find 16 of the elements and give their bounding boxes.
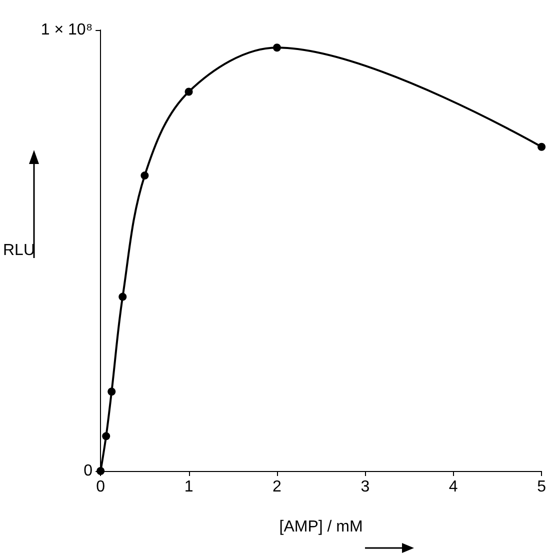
x-tick-label: 0 — [96, 478, 106, 496]
x-tick-label: 4 — [448, 478, 458, 496]
y-tick-label: 1 × 10⁸ — [40, 22, 93, 38]
x-axis-title: [AMP] / mM — [279, 518, 363, 536]
point — [538, 142, 546, 151]
point — [108, 388, 116, 396]
point — [184, 88, 193, 96]
y-axis-title: RLU — [2, 242, 36, 259]
x-tick-label: 3 — [360, 478, 370, 496]
x-tick-label: 5 — [537, 478, 546, 496]
point — [118, 292, 127, 301]
point — [102, 432, 110, 440]
x-tick-label: 2 — [272, 478, 282, 496]
x-tick-label: 1 — [184, 478, 194, 496]
point — [272, 44, 281, 52]
point — [140, 172, 149, 180]
